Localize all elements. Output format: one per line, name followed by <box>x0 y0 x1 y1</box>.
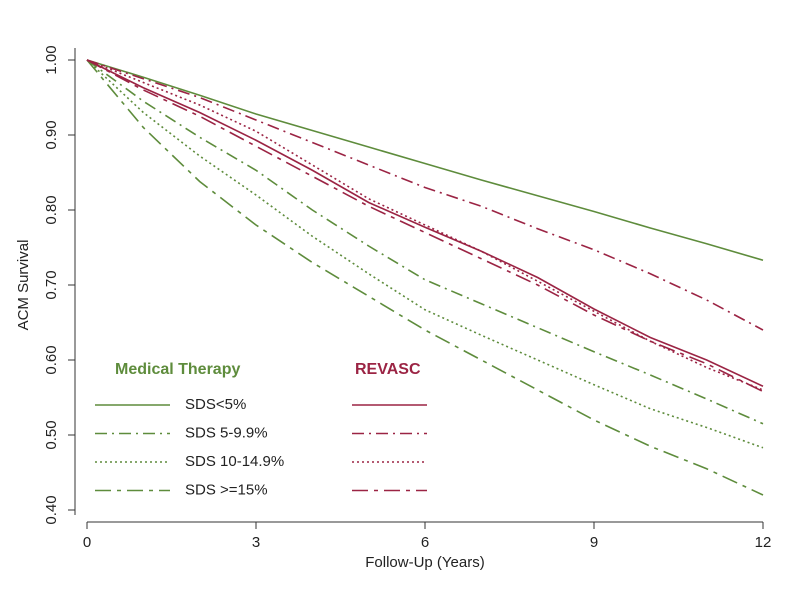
legend-label: SDS >=15% <box>185 481 268 498</box>
legend-label: SDS 10-14.9% <box>185 453 284 470</box>
legend-label: SDS<5% <box>185 396 246 413</box>
x-tick-label: 0 <box>83 534 91 551</box>
x-tick-label: 9 <box>590 534 598 551</box>
survival-line <box>86 59 764 496</box>
survival-line <box>86 59 764 391</box>
legend-label: SDS 5-9.9% <box>185 424 268 441</box>
legend-group-title: Medical Therapy <box>115 361 240 378</box>
x-tick-label: 6 <box>421 534 429 551</box>
x-tick-label: 3 <box>252 534 260 551</box>
y-tick-label: 1.00 <box>43 45 60 74</box>
y-tick-label: 0.40 <box>43 495 60 524</box>
y-tick-label: 0.90 <box>43 120 60 149</box>
survival-line <box>86 59 764 331</box>
x-axis-title: Follow-Up (Years) <box>365 554 484 571</box>
survival-line <box>86 59 764 262</box>
survival-line <box>86 59 764 425</box>
x-tick-label: 12 <box>755 534 772 551</box>
y-tick-label: 0.80 <box>43 195 60 224</box>
survival-line <box>86 59 764 449</box>
survival-line <box>86 59 764 387</box>
y-tick-label: 0.60 <box>43 345 60 374</box>
y-axis-title: ACM Survival <box>15 240 32 331</box>
legend-group-title: REVASC <box>355 361 421 378</box>
y-tick-label: 0.70 <box>43 270 60 299</box>
y-tick-label: 0.50 <box>43 420 60 449</box>
